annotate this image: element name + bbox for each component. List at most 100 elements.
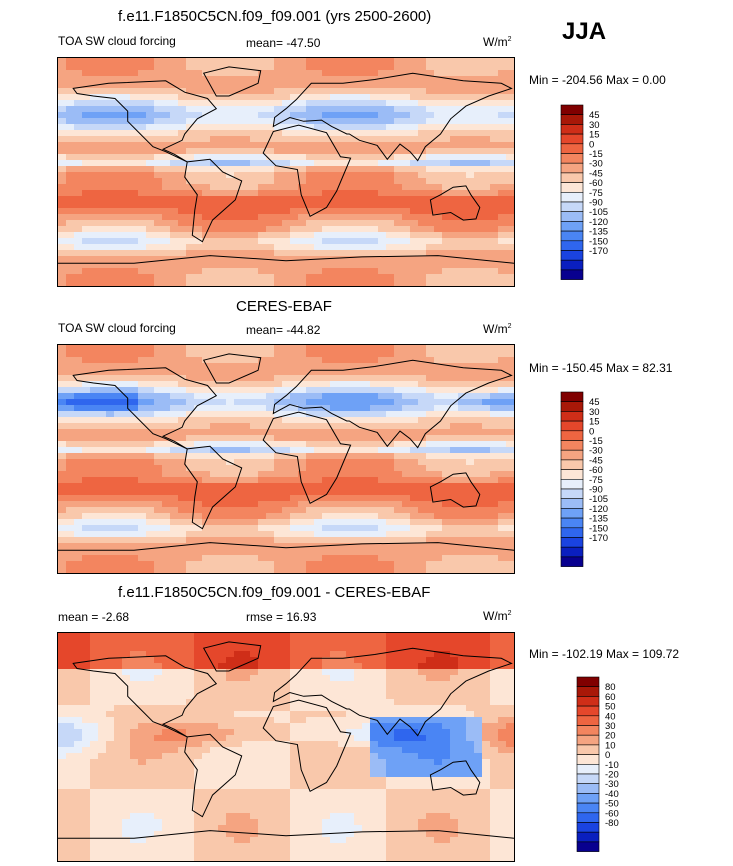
- panel3-colorbar-swatch: [576, 793, 600, 804]
- panel2-colorbar-swatch: [560, 459, 584, 470]
- panel2-colorbar-swatch: [560, 498, 584, 509]
- panel1-colorbar-tick-label: -30: [589, 159, 603, 170]
- panel1-field-label: TOA SW cloud forcing: [58, 34, 176, 48]
- panel2-colorbar-swatch: [560, 411, 584, 422]
- panel3-colorbar-tick-label: -80: [605, 818, 619, 829]
- panel3-colorbar-swatch: [576, 676, 600, 687]
- panel2-colorbar-tick-label: -45: [589, 455, 603, 466]
- panel1-colorbar: 4530150-15-30-45-60-75-90-105-120-135-15…: [560, 104, 608, 280]
- panel3-colorbar-swatch: [576, 686, 600, 697]
- panel2-colorbar-swatch: [560, 401, 584, 412]
- panel1-colorbar-tick-label: -45: [589, 168, 603, 179]
- panel2-colorbar-tick-label: 30: [589, 407, 600, 418]
- panel1-colorbar-swatch: [560, 143, 584, 154]
- panel3-map: [57, 632, 515, 862]
- panel3-colorbar-tick-label: -10: [605, 760, 619, 771]
- panel3-colorbar-tick-label: 40: [605, 711, 616, 722]
- panel1-colorbar-tick-label: -150: [589, 236, 608, 247]
- panel3-colorbar-swatch: [576, 754, 600, 765]
- panel2-colorbar-swatch: [560, 556, 584, 567]
- panel3-colorbar-tick-label: 50: [605, 702, 616, 713]
- panel3-rmse-label: rmse = 16.93: [246, 610, 317, 624]
- panel2-colorbar-tick-label: -105: [589, 494, 608, 505]
- panel1-colorbar-tick-label: 30: [589, 120, 600, 131]
- panel3-title: f.e11.F1850C5CN.f09_f09.001 - CERES-EBAF: [118, 584, 431, 601]
- panel1-colorbar-swatch: [560, 211, 584, 222]
- panel2-colorbar-tick-label: -15: [589, 436, 603, 447]
- panel1-colorbar-swatch: [560, 230, 584, 242]
- panel1-colorbar-swatch: [560, 250, 584, 261]
- panel1-colorbar-swatch: [560, 162, 584, 174]
- panel2-colorbar: 4530150-15-30-45-60-75-90-105-120-135-15…: [560, 391, 608, 567]
- panel1-map: [57, 57, 515, 287]
- panel1-colorbar-swatch: [560, 124, 584, 135]
- panel3-colorbar-tick-label: 20: [605, 731, 616, 742]
- panel2-colorbar-tick-label: 15: [589, 417, 600, 428]
- panel3-colorbar-tick-label: -30: [605, 779, 619, 790]
- panel3-colorbar-swatch: [576, 696, 600, 707]
- panel2-colorbar-swatch: [560, 537, 584, 548]
- panel1-colorbar-swatch: [560, 259, 584, 271]
- panel3-colorbar-swatch: [576, 802, 600, 814]
- panel1-colorbar-tick-label: 15: [589, 130, 600, 141]
- panel2-colorbar-tick-label: -135: [589, 514, 608, 525]
- panel3-colorbar-tick-label: 30: [605, 721, 616, 732]
- panel3-colorbar-swatch: [576, 715, 600, 726]
- panel1-colorbar-tick-label: 45: [589, 110, 600, 121]
- panel1-title: f.e11.F1850C5CN.f09_f09.001 (yrs 2500-26…: [118, 8, 432, 25]
- panel2-map: [57, 344, 515, 574]
- panel3-colorbar-swatch: [576, 734, 600, 746]
- panel2-colorbar-tick-label: -150: [589, 523, 608, 534]
- panel1-units: W/m2: [483, 35, 512, 49]
- panel3-range-label: Min = -102.19 Max = 109.72: [529, 647, 680, 661]
- panel2-colorbar-tick-label: -170: [589, 533, 608, 544]
- panel3-colorbar-swatch: [576, 764, 600, 775]
- panel2-colorbar-swatch: [560, 546, 584, 558]
- panel2-colorbar-tick-label: 0: [589, 426, 594, 437]
- panel2-colorbar-swatch: [560, 440, 584, 451]
- panel1-colorbar-swatch: [560, 104, 584, 115]
- panel1-colorbar-tick-label: -60: [589, 178, 603, 189]
- panel3-colorbar-swatch: [576, 831, 600, 843]
- panel3-mean-label: mean = -2.68: [58, 610, 130, 624]
- panel3-colorbar-tick-label: -20: [605, 770, 619, 781]
- panel3-colorbar-tick-label: -60: [605, 808, 619, 819]
- panel1-colorbar-tick-label: -75: [589, 188, 603, 199]
- panel1-colorbar-swatch: [560, 192, 584, 203]
- panel1-mean-label: mean= -47.50: [246, 36, 321, 50]
- panel1-colorbar-swatch: [560, 172, 584, 183]
- panel2-colorbar-swatch: [560, 479, 584, 490]
- panel2-colorbar-swatch: [560, 508, 584, 519]
- panel3-colorbar-tick-label: 10: [605, 740, 616, 751]
- panel2-colorbar-tick-label: 45: [589, 397, 600, 408]
- panel1-colorbar-tick-label: -135: [589, 227, 608, 238]
- panel1-colorbar-swatch: [560, 114, 584, 125]
- panel2-colorbar-tick-label: -90: [589, 485, 603, 496]
- panel1-colorbar-swatch: [560, 240, 584, 251]
- panel3-colorbar-swatch: [576, 744, 600, 755]
- panel3-units: W/m2: [483, 609, 512, 623]
- panel3-colorbar-tick-label: -40: [605, 789, 619, 800]
- panel2-colorbar-tick-label: -120: [589, 504, 608, 515]
- panel1-colorbar-tick-label: -170: [589, 246, 608, 257]
- panel2-colorbar-swatch: [560, 420, 584, 432]
- panel3-colorbar-swatch: [576, 783, 600, 794]
- panel1-colorbar-tick-label: 0: [589, 139, 594, 150]
- panel1-colorbar-tick-label: -90: [589, 198, 603, 209]
- panel3-colorbar-tick-label: 0: [605, 750, 610, 761]
- panel2-colorbar-swatch: [560, 391, 584, 402]
- panel3-colorbar-swatch: [576, 705, 600, 717]
- panel2-colorbar-swatch: [560, 527, 584, 538]
- panel2-colorbar-swatch: [560, 469, 584, 480]
- panel3-colorbar-swatch: [576, 822, 600, 833]
- panel2-range-label: Min = -150.45 Max = 82.31: [529, 361, 673, 375]
- panel1-colorbar-swatch: [560, 182, 584, 193]
- panel2-colorbar-swatch: [560, 488, 584, 499]
- panel3-colorbar-swatch: [576, 841, 600, 852]
- panel3-colorbar-tick-label: 60: [605, 692, 616, 703]
- panel2-field-label: TOA SW cloud forcing: [58, 321, 176, 335]
- panel3-colorbar-tick-label: -50: [605, 799, 619, 810]
- panel2-mean-label: mean= -44.82: [246, 323, 321, 337]
- season-label: JJA: [562, 18, 607, 45]
